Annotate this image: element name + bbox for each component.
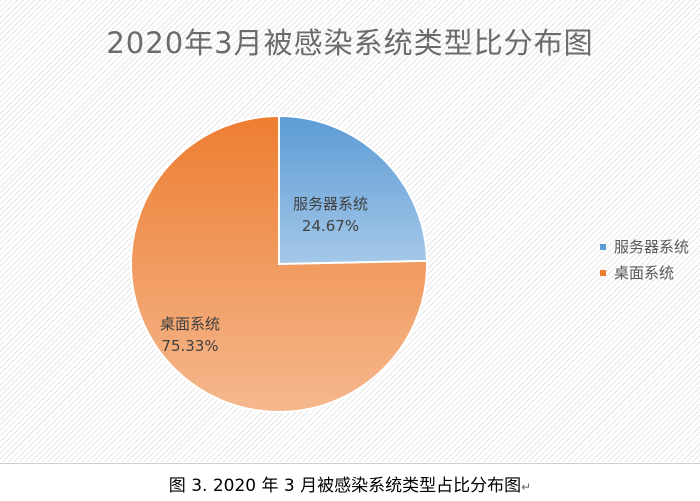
legend-swatch-desktop — [600, 270, 606, 276]
legend-label-desktop: 桌面系统 — [614, 264, 675, 282]
legend-label-server: 服务器系统 — [614, 238, 690, 256]
slice-label-server-category: 服务器系统 — [293, 195, 369, 213]
chart-area: 2020年3月被感染系统类型比分布图 服务器系统 24.67% 桌面系统 75.… — [0, 0, 700, 462]
pie-slice-desktop[interactable] — [130, 114, 428, 413]
figure-caption-text: 图 3. 2020 年 3 月被感染系统类型占比分布图 — [168, 476, 522, 496]
slice-label-desktop-category: 桌面系统 — [160, 315, 221, 333]
legend-swatch-server — [600, 244, 606, 250]
return-mark-icon: ↵ — [521, 480, 532, 494]
caption-bar: 图 3. 2020 年 3 月被感染系统类型占比分布图↵ — [0, 463, 700, 501]
slice-label-desktop: 桌面系统 75.33% — [160, 313, 220, 357]
pie-slice-server[interactable] — [278, 114, 428, 266]
slice-label-server: 服务器系统 24.67% — [293, 193, 368, 237]
slice-label-desktop-value: 75.33% — [161, 337, 219, 355]
pie-chart — [130, 114, 428, 413]
chart-title: 2020年3月被感染系统类型比分布图 — [106, 26, 594, 60]
figure-caption: 图 3. 2020 年 3 月被感染系统类型占比分布图↵ — [0, 471, 700, 496]
slice-label-server-value: 24.67% — [301, 217, 360, 235]
